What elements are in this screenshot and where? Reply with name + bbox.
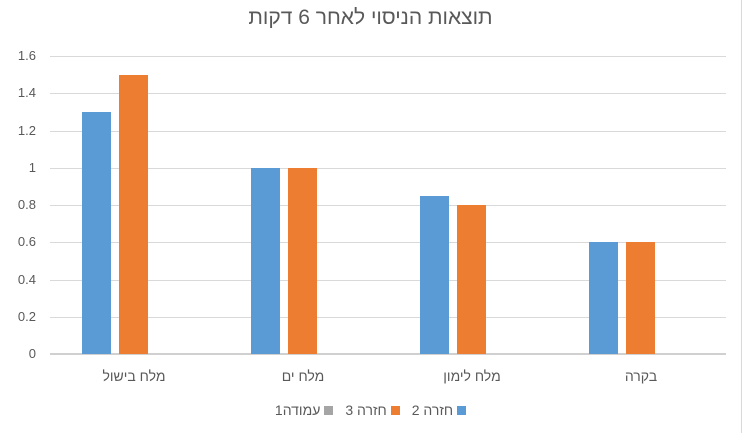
legend-label: עמודה1	[274, 402, 321, 418]
bar[interactable]	[82, 111, 111, 354]
legend-label: חזרה 2	[411, 402, 454, 418]
gridline	[50, 93, 726, 95]
bar[interactable]	[119, 74, 148, 354]
legend-item[interactable]: עמודה1	[274, 402, 334, 418]
x-axis-line	[50, 353, 726, 355]
legend-item[interactable]: חזרה 2	[411, 402, 467, 418]
y-tick-label: 0	[28, 346, 36, 361]
gridline	[50, 242, 726, 244]
y-tick-label: 1	[28, 159, 36, 175]
x-tick-label: מלח לימון	[443, 368, 501, 384]
y-tick-label: 0.2	[17, 308, 36, 324]
bar[interactable]	[288, 167, 317, 354]
y-tick-label: 0.8	[17, 197, 36, 212]
legend-swatch-icon	[390, 405, 400, 415]
gridline	[50, 279, 726, 281]
gridline	[50, 316, 726, 318]
legend-label: חזרה 3	[345, 402, 387, 418]
x-tick-label: בקרה	[624, 368, 658, 384]
bar[interactable]	[626, 242, 655, 354]
bar[interactable]	[420, 195, 449, 354]
legend-swatch-icon	[457, 405, 467, 415]
legend: חזרה 2 חזרה 3 עמודה1	[0, 402, 741, 418]
legend-swatch-icon	[324, 405, 334, 415]
y-tick-label: 0.6	[17, 234, 36, 250]
gridline	[50, 205, 726, 206]
y-tick-label: 1.4	[17, 85, 36, 101]
chart-title: תוצאות הניסוי לאחר 6 דקות	[248, 6, 493, 29]
x-tick-label: מלח ים	[281, 368, 325, 384]
gridline	[50, 167, 726, 169]
bar[interactable]	[457, 205, 486, 354]
y-tick-label: 1.6	[17, 48, 36, 63]
bar[interactable]	[589, 242, 618, 354]
gridline	[50, 56, 726, 57]
y-tick-label: 0.4	[17, 271, 36, 287]
y-tick-label: 1.2	[17, 122, 36, 138]
bar[interactable]	[251, 167, 280, 354]
legend-item[interactable]: חזרה 3	[345, 402, 400, 418]
gridline	[50, 130, 726, 132]
x-tick-label: מלח בישול	[102, 368, 166, 384]
